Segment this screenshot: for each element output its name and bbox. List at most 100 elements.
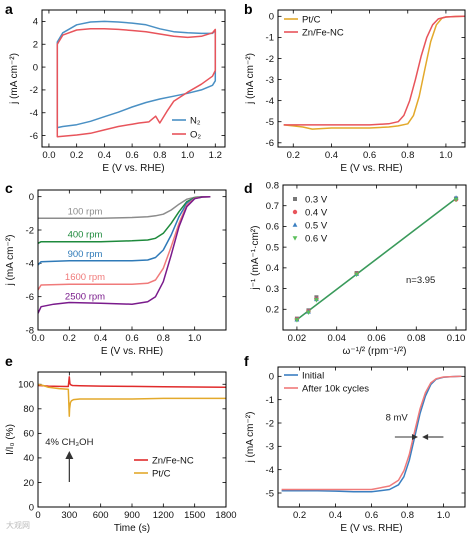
x-tick-label: 1.2 — [209, 150, 222, 161]
plot-frame — [37, 189, 227, 331]
y-tick-label: -2 — [26, 225, 34, 236]
watermark: 大观网 — [6, 520, 30, 530]
y-tick-label: -2 — [266, 418, 274, 429]
panel-f: f 0.2 0.4 0.6 0.8 1.0 -5 -4 -3 -2 -1 0 E (V vs. RHE)… — [244, 353, 466, 533]
panel-label-c: c — [5, 180, 13, 196]
x-tick-label: 0.6 — [125, 333, 138, 344]
legend-marker-2 — [292, 222, 298, 227]
x-tick-label: 1.0 — [437, 510, 450, 521]
y-tick-label: -2 — [266, 54, 274, 65]
y-tick-label: -6 — [266, 138, 274, 149]
x-tick-label: 0 — [35, 510, 40, 521]
series-line-4 — [38, 195, 211, 314]
x-tick-label: 0.0 — [42, 150, 55, 161]
y-tick-label: -2 — [30, 85, 38, 96]
x-tick-label: 0.2 — [70, 150, 83, 161]
y-tick-label: 0 — [269, 12, 274, 23]
x-tick-label: 1500 — [184, 510, 205, 521]
y-tick-label: -5 — [266, 117, 274, 128]
plot-area — [281, 375, 462, 493]
legend-n2-label: N₂ — [190, 115, 201, 126]
x-axis-label: E (V vs. RHE) — [102, 163, 164, 174]
plot-frame — [41, 9, 226, 148]
arrow-up-icon — [65, 451, 74, 459]
y-tick-label: 20 — [23, 478, 34, 489]
x-tick-label: 0.02 — [288, 333, 307, 344]
legend-znfenc-label: Zn/Fe-NC — [152, 455, 194, 466]
y-tick-label: 0.5 — [266, 242, 279, 253]
x-tick-label: 0.10 — [447, 333, 466, 344]
y-axis-label: j (mA cm⁻²) — [245, 53, 256, 105]
x-tick-label: 0.04 — [327, 333, 346, 344]
panel-d: d 0.02 0.04 0.06 0.08 0.10 0.2 0.3 0.4 0.5 0.6 0.7 0… — [244, 180, 467, 357]
arrow-left-icon — [422, 434, 429, 440]
y-tick-label: 80 — [23, 404, 34, 415]
y-tick-label: 40 — [23, 453, 34, 464]
plot-frame — [277, 9, 466, 148]
x-tick-label: 1.0 — [181, 150, 194, 161]
legend-marker-1 — [292, 209, 298, 215]
x-tick-label: 0.8 — [401, 510, 414, 521]
legend-ptc-label: Pt/C — [302, 14, 321, 25]
legend-znfenc-label: Zn/Fe-NC — [302, 27, 344, 38]
y-axis-label: j (mA cm⁻²) — [245, 412, 256, 464]
x-tick-label: 0.6 — [365, 510, 378, 521]
y-tick-label: 100 — [18, 380, 34, 391]
plot-area — [56, 20, 217, 138]
y-tick-label: -5 — [266, 488, 274, 499]
y-tick-label: 0.4 — [266, 263, 279, 274]
y-tick-label: -6 — [30, 131, 38, 142]
plot-frame — [282, 184, 467, 331]
plot-area — [38, 195, 211, 314]
y-tick-label: 60 — [23, 429, 34, 440]
x-axis-label: Time (s) — [114, 523, 150, 533]
panel-e: e 0 300 600 900 1200 1500 1800 0 20 40 60 80 100 Time … — [5, 353, 237, 533]
rpm-label-3: 1600 rpm — [65, 272, 105, 283]
y-tick-label: 0 — [29, 502, 34, 513]
rpm-label-4: 2500 rpm — [65, 291, 105, 302]
legend-after-label: After 10k cycles — [302, 383, 369, 394]
data-point-3 — [306, 310, 311, 315]
legend-label-2: 0.5 V — [305, 220, 328, 231]
y-tick-label: 0.2 — [266, 305, 279, 316]
x-tick-label: 0.8 — [401, 150, 414, 161]
x-tick-label: 0.4 — [98, 150, 111, 161]
x-tick-label: 0.06 — [367, 333, 386, 344]
y-tick-label: -3 — [266, 75, 274, 86]
plot-area — [38, 376, 226, 417]
rpm-label-2: 900 rpm — [68, 249, 103, 260]
y-tick-label: 0 — [29, 192, 34, 203]
y-tick-label: -1 — [266, 33, 274, 44]
series-line-1 — [56, 28, 217, 138]
x-tick-label: 900 — [124, 510, 140, 521]
x-tick-label: 0.4 — [94, 333, 107, 344]
y-tick-label: -6 — [26, 292, 34, 303]
series-line-1 — [281, 375, 462, 491]
x-axis-label: ω⁻¹/² (rpm⁻¹/²) — [343, 346, 407, 357]
x-tick-label: 0.8 — [153, 150, 166, 161]
series-line-1 — [283, 15, 465, 126]
y-tick-label: 2 — [33, 40, 38, 51]
y-tick-label: -4 — [30, 108, 38, 119]
y-tick-label: -4 — [266, 96, 274, 107]
y-tick-label: -4 — [266, 465, 274, 476]
series-line-2 — [38, 195, 211, 266]
panel-a: a 0.0 0.2 0.4 0.6 0.8 1.0 1.2 -6 -4 -2 0 2 4 E (V vs. … — [5, 1, 226, 174]
rpm-label-1: 400 rpm — [68, 230, 103, 241]
shift-annotation: 8 mV — [386, 412, 409, 423]
x-axis-label: E (V vs. RHE) — [340, 523, 402, 533]
x-tick-label: 1.0 — [188, 333, 201, 344]
y-axis-label: j⁻¹ (mA⁻¹·cm²) — [250, 226, 261, 291]
rpm-label-0: 100 rpm — [68, 206, 103, 217]
x-tick-label: 1200 — [153, 510, 174, 521]
panel-label-d: d — [244, 180, 253, 196]
panel-c: c 0.0 0.2 0.4 0.6 0.8 1.0 -8 -6 -4 -2 0 E (V vs. RHE… — [5, 180, 227, 357]
y-tick-label: -4 — [26, 259, 34, 270]
data-point-3 — [314, 298, 319, 303]
legend-ptc-label: Pt/C — [152, 468, 171, 479]
x-tick-label: 600 — [93, 510, 109, 521]
y-tick-label: 4 — [33, 17, 38, 28]
panel-label-f: f — [244, 353, 249, 369]
x-tick-label: 0.6 — [126, 150, 139, 161]
